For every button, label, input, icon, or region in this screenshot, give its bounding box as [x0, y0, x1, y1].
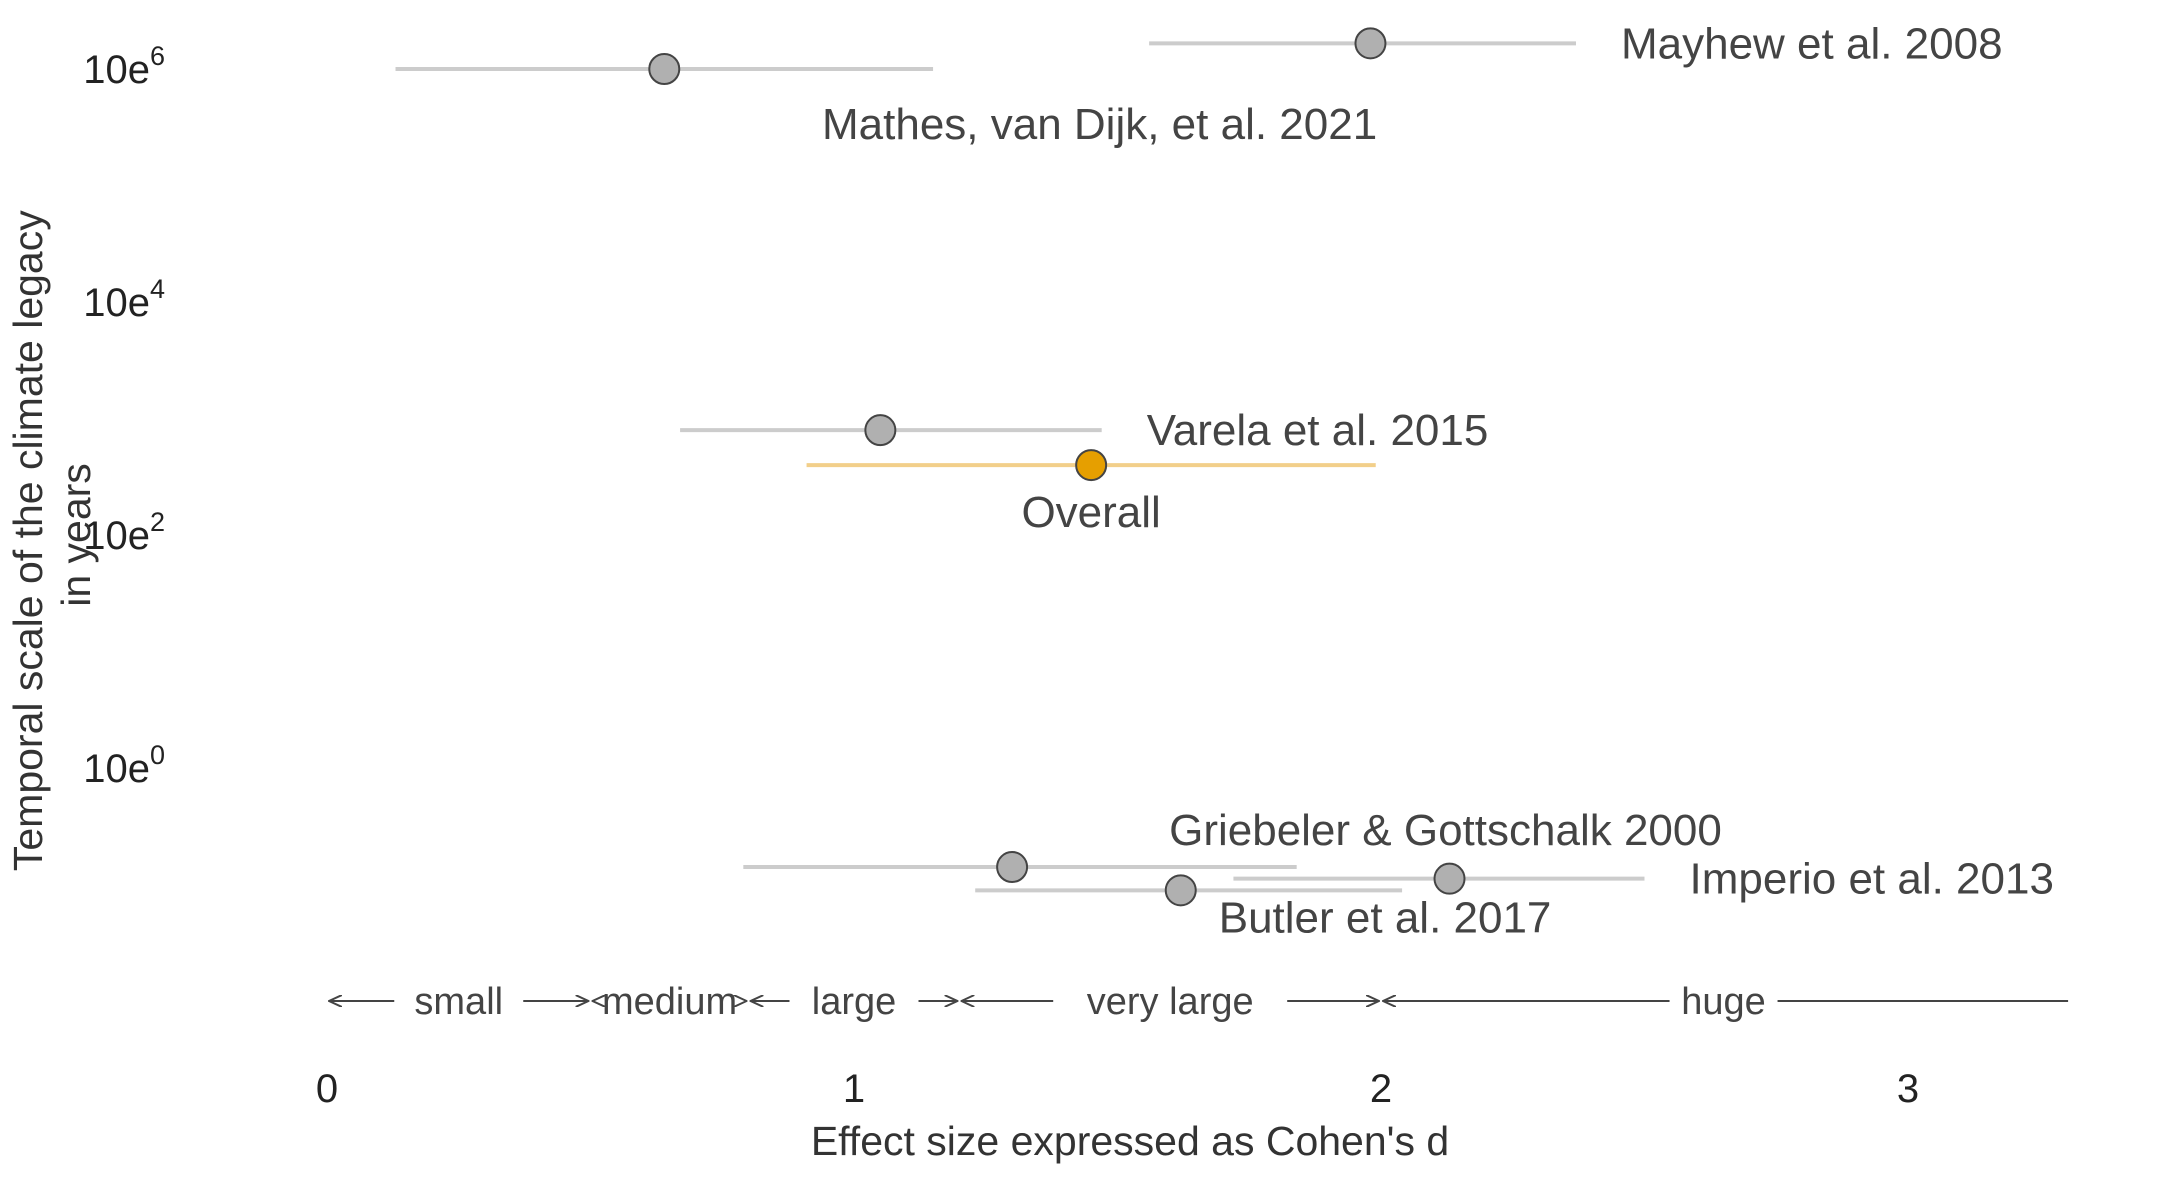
y-tick-base: 10e [83, 514, 150, 558]
x-tick-label: 2 [1370, 1067, 1392, 1111]
x-axis-title: Effect size expressed as Cohen's d [811, 1118, 1449, 1164]
y-axis-title-line-1: Temporal scale of the climate legacy [5, 210, 51, 871]
data-point [864, 414, 897, 447]
x-tick-label: 0 [316, 1067, 338, 1111]
y-tick-exponent: 0 [150, 740, 165, 770]
point-label: Mayhew et al. 2008 [1621, 19, 2003, 68]
data-points [648, 27, 1466, 907]
data-point [1354, 27, 1387, 60]
data-point [996, 851, 1029, 884]
category-label: very large [1087, 981, 1254, 1023]
x-axis-ticks: 0 1 2 3 [316, 1067, 1919, 1111]
point-label: Varela et al. 2015 [1147, 406, 1489, 455]
y-tick-exponent: 4 [150, 274, 165, 304]
effect-size-categories: small medium large very large huge [329, 981, 2069, 1023]
y-tick-label: 10e2 [83, 507, 165, 558]
point-labels: Mayhew et al. 2008 Mathes, van Dijk, et a… [822, 19, 2054, 942]
y-axis-title: Temporal scale of the climate legacy in … [5, 199, 99, 871]
point-label: Imperio et al. 2013 [1690, 855, 2054, 904]
confidence-intervals [395, 41, 1645, 893]
category-label: small [414, 981, 503, 1023]
y-tick-exponent: 2 [150, 507, 165, 537]
data-point [1164, 874, 1197, 907]
category-label: medium [602, 981, 737, 1023]
point-label: Mathes, van Dijk, et al. 2021 [822, 100, 1377, 149]
category-label: large [812, 981, 897, 1023]
data-point [1433, 862, 1466, 895]
y-tick-base: 10e [83, 281, 150, 325]
point-label: Butler et al. 2017 [1219, 893, 1552, 942]
y-tick-base: 10e [83, 48, 150, 92]
y-tick-exponent: 6 [150, 41, 165, 71]
data-point [648, 53, 681, 85]
y-tick-label: 10e6 [83, 41, 165, 92]
data-point [1075, 449, 1108, 482]
x-tick-label: 1 [843, 1067, 865, 1111]
x-tick-label: 3 [1897, 1067, 1919, 1111]
y-axis-title-line-2: in years [53, 463, 99, 607]
point-label: Griebeler & Gottschalk 2000 [1169, 806, 1722, 855]
point-label: Overall [1021, 488, 1160, 537]
y-tick-label: 10e4 [83, 274, 165, 325]
y-tick-base: 10e [83, 747, 150, 791]
category-label: huge [1681, 981, 1766, 1023]
y-tick-label: 10e0 [83, 740, 165, 791]
